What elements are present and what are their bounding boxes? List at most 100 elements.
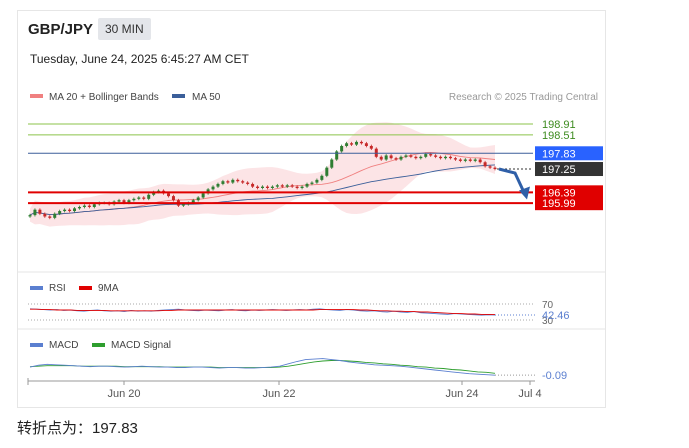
legend-rsi-label: RSI [49, 283, 66, 294]
legend-macd-label: MACD [49, 340, 78, 351]
candle-body [488, 166, 492, 168]
x-tick-label: Jul 4 [518, 388, 541, 400]
candle-body [231, 179, 235, 183]
candle-body [171, 196, 175, 201]
candle-body [300, 186, 304, 188]
candle-body [305, 183, 309, 187]
candle-body [226, 181, 230, 183]
macd-current-label: -0.09 [542, 370, 567, 382]
candle-body [374, 148, 378, 157]
candle-body [285, 185, 289, 187]
pivot-tag [535, 146, 603, 161]
candle-body [340, 145, 344, 152]
candle-body [236, 179, 240, 182]
candle-body [38, 209, 42, 214]
candle-body [364, 143, 368, 146]
legend-macd-swatch [30, 343, 43, 347]
candle-body [419, 156, 423, 159]
candle-body [191, 200, 195, 203]
macd-line [29, 358, 496, 376]
candle-body [429, 154, 433, 156]
candle-body [439, 156, 443, 159]
candle-body [409, 155, 413, 157]
candle-body [152, 192, 156, 195]
forecast-arrow [498, 167, 527, 196]
candle-body [478, 159, 482, 163]
candle-body [211, 186, 215, 190]
candle-body [354, 141, 358, 145]
candle-body [43, 213, 47, 217]
candle-body [290, 185, 294, 187]
last-price-tag [535, 162, 603, 177]
candle-body [369, 145, 373, 149]
timeframe-badge[interactable]: 30 MIN [98, 18, 151, 40]
x-tick-label: Jun 22 [262, 388, 295, 400]
candle-body [463, 159, 467, 161]
forecast-arrowhead [519, 186, 530, 200]
candle-body [256, 186, 260, 188]
candle-body [33, 209, 37, 216]
candle-body [424, 154, 428, 157]
candle-body [261, 186, 264, 188]
candle-body [167, 193, 171, 197]
candle-body [48, 216, 52, 218]
candle-body [394, 158, 398, 160]
candle-body [483, 162, 487, 167]
candle-body [147, 194, 151, 199]
candle-body [117, 200, 121, 202]
candle-body [448, 156, 452, 159]
candle-body [127, 200, 131, 203]
candle-body [414, 156, 418, 159]
legend-rsi-swatch [30, 286, 43, 290]
support-label: 195.99 [542, 198, 576, 210]
candle-body [87, 205, 91, 207]
candle-body [280, 185, 284, 187]
candle-body [310, 182, 314, 184]
candle-body [122, 200, 126, 203]
candle-body [216, 183, 220, 187]
candle-body [132, 198, 136, 201]
candle-body [201, 193, 205, 198]
legend-9ma-label: 9MA [98, 283, 119, 294]
candle-body [468, 159, 472, 161]
candle-body [53, 213, 57, 218]
candle-body [404, 155, 408, 157]
candle-body [350, 143, 354, 145]
candle-body [399, 156, 403, 160]
candle-body [434, 155, 438, 157]
candle-body [325, 167, 329, 176]
candle-body [379, 156, 383, 160]
candle-body [82, 205, 86, 207]
candle-body [196, 197, 200, 201]
legend-ma20-label: MA 20 + Bollinger Bands [49, 92, 159, 103]
resistance-label: 198.91 [542, 119, 576, 131]
legend-ma50-label: MA 50 [192, 92, 221, 103]
candle-body [137, 197, 141, 199]
candle-body [221, 181, 225, 184]
pivot-footer: 转折点为：197.83 [17, 420, 138, 437]
legend-ma50-swatch [172, 94, 185, 98]
candle-body [181, 204, 185, 206]
pivot-label: 197.83 [542, 148, 576, 160]
rsi-70-label: 70 [542, 300, 554, 311]
candle-body [28, 215, 32, 217]
candle-body [295, 186, 299, 188]
last-price-label: 197.25 [542, 164, 576, 176]
candle-body [320, 175, 324, 180]
rsi-current-label: 42.46 [542, 310, 570, 322]
candle-body [68, 209, 72, 212]
datetime-label: Tuesday, June 24, 2025 6:45:27 AM CET [30, 52, 249, 66]
rsi-30-label: 30 [542, 316, 554, 327]
attribution-label: Research © 2025 Trading Central [449, 92, 598, 103]
legend-9ma-swatch [79, 286, 92, 290]
candle-body [473, 159, 477, 161]
resistance-label: 198.51 [542, 130, 576, 142]
legend-ma20-swatch [30, 94, 43, 98]
candle-body [345, 143, 349, 146]
support-tag [535, 185, 603, 211]
candle-body [63, 209, 67, 212]
candle-body [142, 197, 146, 199]
candle-body [241, 181, 245, 183]
candle-body [330, 159, 334, 168]
